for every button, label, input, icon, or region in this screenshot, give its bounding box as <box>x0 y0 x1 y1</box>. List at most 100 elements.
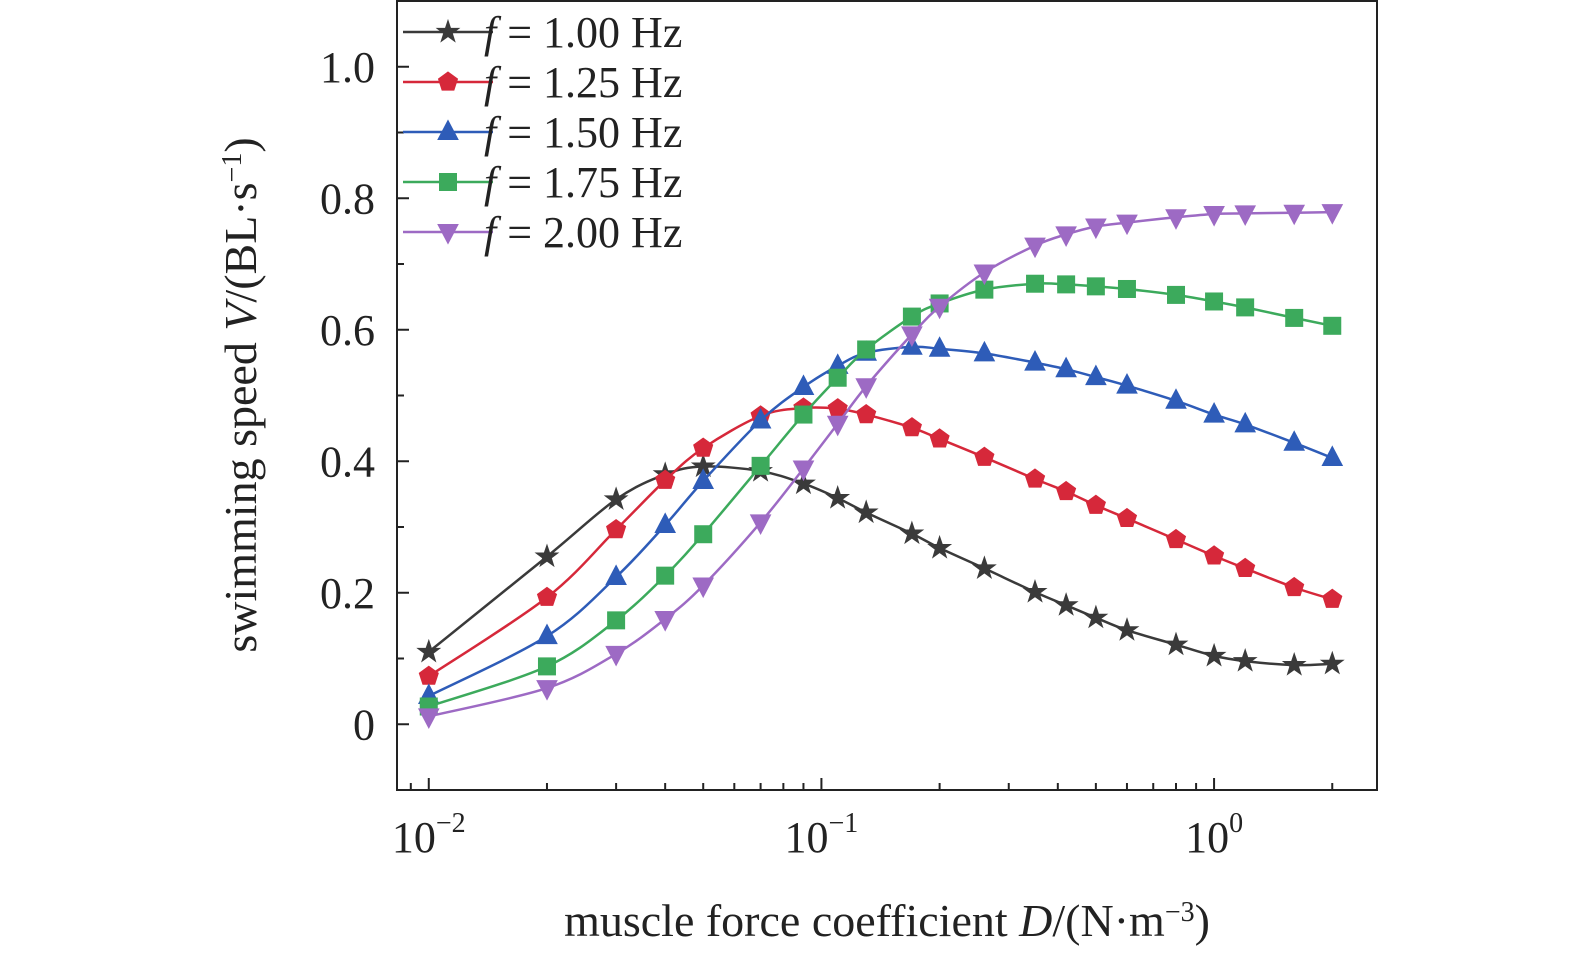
data-point <box>1022 579 1048 603</box>
series-2 <box>418 397 1343 685</box>
data-point <box>536 586 558 606</box>
data-point <box>855 378 878 399</box>
y-axis-title: swimming speed V/(BL·s−1) <box>215 137 266 652</box>
series-line <box>428 282 1333 708</box>
legend-label: f = 2.00 Hz <box>484 208 682 257</box>
data-point <box>1203 206 1225 227</box>
data-point <box>751 456 770 475</box>
data-point <box>971 555 997 579</box>
legend: f = 1.00 Hzf = 1.25 Hzf = 1.50 Hzf = 1.7… <box>403 8 682 257</box>
data-point <box>1319 650 1345 675</box>
data-point <box>1086 277 1105 296</box>
series-layer <box>416 204 1345 729</box>
data-point <box>974 446 995 466</box>
data-point <box>1322 588 1343 608</box>
y-tick-label: 1.0 <box>320 43 375 92</box>
data-point <box>1163 631 1189 656</box>
data-point <box>534 543 560 568</box>
y-tick-label: 0.6 <box>320 306 375 355</box>
data-point <box>1053 592 1079 616</box>
data-point <box>1057 275 1076 294</box>
x-axis: 10−2 10−1 100 <box>392 778 1334 862</box>
data-point <box>1085 218 1107 240</box>
y-tick-label: 0.4 <box>320 437 375 486</box>
data-point <box>792 374 815 395</box>
data-point <box>536 623 558 645</box>
data-point <box>1236 298 1255 317</box>
data-point <box>901 326 923 347</box>
data-point <box>749 407 772 429</box>
legend-label: f = 1.75 Hz <box>484 158 682 207</box>
data-point <box>416 638 442 663</box>
data-point <box>901 417 922 437</box>
y-tick-label: 0 <box>353 700 375 749</box>
data-point <box>1232 648 1258 672</box>
y-axis: 0 0.2 0.4 0.6 0.8 1.0 <box>320 43 409 749</box>
data-point <box>1114 617 1140 641</box>
data-point <box>856 403 877 424</box>
legend-item: f = 1.50 Hz <box>403 108 682 157</box>
data-point <box>439 173 457 191</box>
data-point <box>1165 528 1187 549</box>
x-tick-label: 10−1 <box>785 808 859 862</box>
data-point <box>749 514 772 535</box>
data-point <box>1205 292 1224 311</box>
legend-item: f = 1.00 Hz <box>403 8 682 57</box>
data-point <box>792 460 815 482</box>
data-point <box>437 224 459 245</box>
data-point <box>794 405 813 424</box>
x-axis-title: muscle force coefficient D/(N·m−3) <box>564 895 1210 946</box>
data-point <box>692 468 715 489</box>
data-point <box>857 340 876 359</box>
data-point <box>928 336 951 357</box>
data-point <box>1055 356 1077 378</box>
data-point <box>1116 507 1138 527</box>
data-point <box>1055 226 1077 247</box>
data-point <box>1204 545 1225 565</box>
data-point <box>929 428 950 448</box>
data-point <box>1285 308 1304 327</box>
data-point <box>654 512 677 533</box>
data-point <box>1201 642 1227 667</box>
data-point <box>435 18 461 43</box>
data-point <box>1056 480 1077 501</box>
data-point <box>1284 576 1305 597</box>
data-point <box>1026 274 1045 293</box>
data-point <box>928 298 951 320</box>
legend-label: f = 1.50 Hz <box>484 108 682 157</box>
data-point <box>1234 205 1257 226</box>
data-point <box>1024 468 1046 488</box>
data-point <box>1165 388 1187 409</box>
data-point <box>1203 402 1225 423</box>
series-3 <box>417 334 1344 704</box>
data-point <box>605 564 627 585</box>
series-line <box>428 345 1333 698</box>
data-point <box>437 119 459 140</box>
data-point <box>1116 373 1138 394</box>
data-point <box>1085 364 1107 386</box>
data-point <box>973 340 996 362</box>
data-point <box>1321 445 1344 466</box>
data-point <box>418 665 439 685</box>
data-point <box>853 499 879 524</box>
data-point <box>973 264 996 286</box>
data-point <box>1165 209 1187 230</box>
data-point <box>1323 316 1342 335</box>
legend-label: f = 1.00 Hz <box>484 8 682 57</box>
data-point <box>417 708 440 729</box>
data-point <box>899 520 925 545</box>
data-point <box>1116 214 1138 236</box>
data-point <box>537 657 556 676</box>
data-point <box>1321 204 1344 225</box>
data-point <box>437 71 459 91</box>
data-point <box>927 534 953 559</box>
series-line <box>428 210 1333 718</box>
legend-item: f = 2.00 Hz <box>403 208 682 257</box>
data-point <box>1024 350 1046 371</box>
legend-label: f = 1.25 Hz <box>484 58 682 107</box>
data-point <box>607 611 626 630</box>
data-point <box>603 486 629 510</box>
data-point <box>1283 204 1306 226</box>
